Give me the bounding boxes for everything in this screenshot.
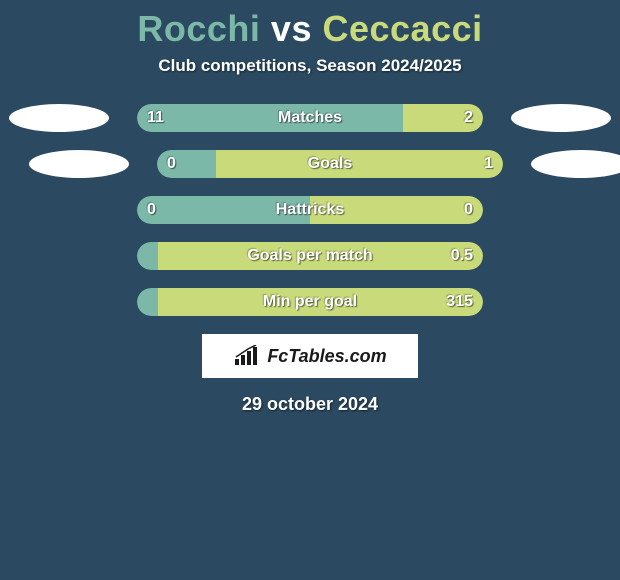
stat-label: Goals per match — [137, 242, 483, 270]
right-value: 0.5 — [451, 242, 473, 270]
right-value: 0 — [464, 196, 473, 224]
stat-bar: Goals per match0.5 — [137, 242, 483, 270]
player1-avatar — [9, 104, 109, 132]
right-value: 2 — [464, 104, 473, 132]
right-value: 315 — [446, 288, 473, 316]
logo-box: FcTables.com — [202, 334, 418, 378]
title-player1: Rocchi — [137, 8, 260, 49]
stat-bar: 0Hattricks0 — [137, 196, 483, 224]
stat-row: 11Matches2 — [0, 104, 620, 132]
stat-bar: 11Matches2 — [137, 104, 483, 132]
stat-label: Hattricks — [137, 196, 483, 224]
date: 29 october 2024 — [0, 394, 620, 415]
stat-row: Goals per match0.5 — [0, 242, 620, 270]
player2-avatar — [531, 150, 620, 178]
bar-chart-icon — [233, 345, 261, 367]
stat-label: Matches — [137, 104, 483, 132]
title: Rocchi vs Ceccacci — [0, 8, 620, 50]
subtitle: Club competitions, Season 2024/2025 — [0, 56, 620, 76]
stat-label: Min per goal — [137, 288, 483, 316]
stat-row: 0Hattricks0 — [0, 196, 620, 224]
player2-avatar — [511, 104, 611, 132]
stat-label: Goals — [157, 150, 503, 178]
right-value: 1 — [484, 150, 493, 178]
stat-bar: 0Goals1 — [157, 150, 503, 178]
comparison-card: Rocchi vs Ceccacci Club competitions, Se… — [0, 0, 620, 415]
stat-row: 0Goals1 — [0, 150, 620, 178]
title-player2: Ceccacci — [322, 8, 482, 49]
bars-region: 11Matches20Goals10Hattricks0Goals per ma… — [0, 104, 620, 316]
stat-row: Min per goal315 — [0, 288, 620, 316]
logo-text: FcTables.com — [267, 346, 386, 367]
logo: FcTables.com — [233, 345, 386, 367]
stat-bar: Min per goal315 — [137, 288, 483, 316]
title-vs: vs — [271, 8, 312, 49]
player1-avatar — [29, 150, 129, 178]
